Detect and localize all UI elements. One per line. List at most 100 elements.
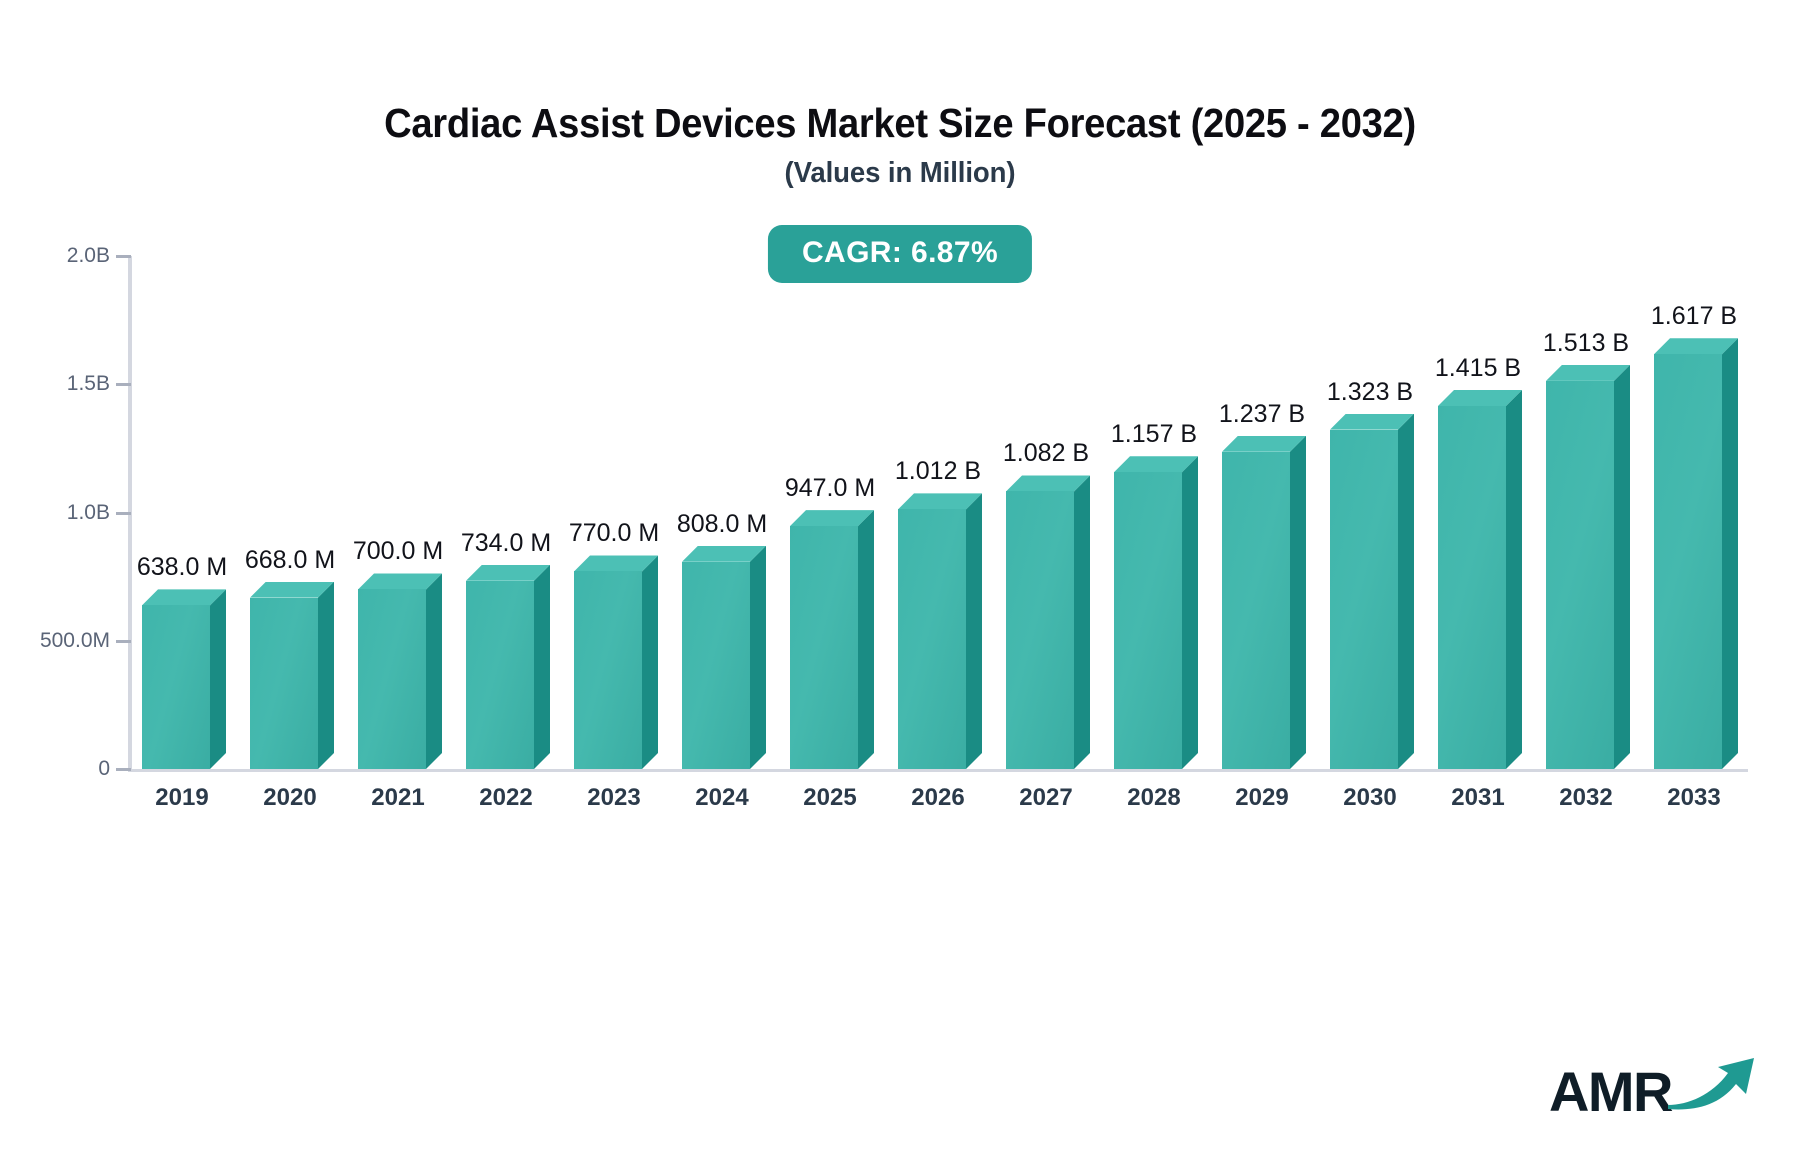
bar-front-face xyxy=(1330,429,1398,769)
x-axis-line xyxy=(128,769,1748,772)
bar-top-face xyxy=(250,582,334,598)
bar-front-face xyxy=(1114,472,1182,769)
x-tick-label: 2030 xyxy=(1343,784,1397,811)
bar-value-label: 1.012 B xyxy=(894,457,982,486)
x-tick-label: 2024 xyxy=(695,784,749,811)
bar-front-face xyxy=(1222,451,1290,769)
bar-front-face xyxy=(1006,491,1074,769)
bar-top-face xyxy=(682,546,766,562)
bar-value-label: 1.415 B xyxy=(1434,354,1522,383)
bar-side-face xyxy=(534,565,550,769)
bar-column xyxy=(1330,414,1414,769)
bar-front-face xyxy=(358,589,426,769)
y-tick-label: 1.0B xyxy=(66,500,110,524)
x-tick-label: 2022 xyxy=(479,784,533,811)
bar-side-face xyxy=(210,589,226,769)
bar-column xyxy=(1114,456,1198,769)
x-tick-label: 2033 xyxy=(1667,784,1721,811)
bar-column xyxy=(1006,475,1090,769)
bar-column xyxy=(682,546,766,769)
y-tick-dash xyxy=(116,768,131,771)
bar-value-label: 808.0 M xyxy=(676,509,768,538)
bar-top-face xyxy=(1654,338,1738,354)
x-tick-label: 2027 xyxy=(1019,784,1073,811)
x-tick-label: 2020 xyxy=(263,784,317,811)
bar-value-label: 1.617 B xyxy=(1650,302,1738,331)
bar-value-label: 770.0 M xyxy=(568,519,660,548)
bar-side-face xyxy=(1614,365,1630,769)
bar-front-face xyxy=(1654,354,1722,769)
cagr-badge: CAGR: 6.87% xyxy=(767,225,1033,283)
bar-top-face xyxy=(1114,456,1198,472)
bar-value-label: 734.0 M xyxy=(460,528,552,557)
x-tick-label: 2025 xyxy=(803,784,857,811)
bar-top-face xyxy=(1438,390,1522,406)
bar-front-face xyxy=(142,605,210,769)
bar-front-face xyxy=(682,561,750,769)
bar-side-face xyxy=(1182,456,1198,769)
bar-side-face xyxy=(1398,414,1414,769)
bar-side-face xyxy=(642,555,658,769)
y-tick-label: 1.5B xyxy=(66,372,110,396)
chart-subtitle: (Values in Million) xyxy=(784,157,1016,190)
bar-column xyxy=(142,589,226,769)
amr-logo-text: AMR xyxy=(1548,1060,1674,1123)
bar-top-face xyxy=(466,565,550,581)
bar-side-face xyxy=(1506,390,1522,769)
x-tick-label: 2028 xyxy=(1127,784,1181,811)
y-tick-dash xyxy=(116,511,131,515)
bar-value-label: 668.0 M xyxy=(244,545,336,574)
y-tick-label: 500.0M xyxy=(39,628,110,652)
bar-column xyxy=(574,555,658,769)
bar-top-face xyxy=(790,510,874,526)
bar-value-label: 1.157 B xyxy=(1110,420,1198,449)
x-tick-label: 2026 xyxy=(911,784,965,811)
bar-column xyxy=(1222,436,1306,769)
bar-side-face xyxy=(966,493,982,769)
bar-column xyxy=(358,573,442,769)
y-tick-dash xyxy=(116,639,131,643)
bar-column xyxy=(1438,390,1522,769)
bar-top-face xyxy=(1330,414,1414,430)
bar-side-face xyxy=(1722,338,1738,769)
bar-column xyxy=(466,565,550,769)
bar-top-face xyxy=(142,589,226,605)
bar-side-face xyxy=(1290,436,1306,769)
bar-column xyxy=(1654,338,1738,769)
page-title: Cardiac Assist Devices Market Size Forec… xyxy=(384,100,1416,146)
bar-value-label: 947.0 M xyxy=(784,474,876,503)
bar-top-face xyxy=(1546,365,1630,381)
x-tick-label: 2019 xyxy=(155,784,209,811)
x-tick-label: 2032 xyxy=(1559,784,1613,811)
bar-front-face xyxy=(1438,406,1506,769)
bar-side-face xyxy=(858,510,874,769)
y-tick-label: 2.0B xyxy=(66,244,110,267)
bar-value-label: 1.237 B xyxy=(1218,399,1306,428)
bar-side-face xyxy=(318,582,334,769)
bar-column xyxy=(250,582,334,769)
bar-column xyxy=(1546,365,1630,769)
bar-front-face xyxy=(1546,380,1614,769)
bar-value-label: 1.513 B xyxy=(1542,328,1630,357)
bar-top-face xyxy=(1006,475,1090,491)
bar-front-face xyxy=(574,571,642,769)
amr-logo: AMR xyxy=(1549,1055,1758,1120)
x-tick-label: 2023 xyxy=(587,784,641,811)
x-tick-label: 2029 xyxy=(1235,784,1289,811)
y-tick-dash xyxy=(116,383,131,387)
y-tick-label: 0 xyxy=(98,757,110,780)
bar-side-face xyxy=(750,546,766,769)
growth-arrow-icon xyxy=(1666,1055,1758,1116)
x-tick-label: 2021 xyxy=(371,784,425,811)
bar-top-face xyxy=(574,555,658,571)
bar-value-label: 1.082 B xyxy=(1002,439,1090,468)
chart-header: Cardiac Assist Devices Market Size Forec… xyxy=(0,100,1800,190)
y-tick-dash xyxy=(116,255,131,258)
bar-side-face xyxy=(426,573,442,769)
bar-value-label: 1.323 B xyxy=(1326,377,1414,406)
bar-side-face xyxy=(1074,475,1090,769)
bar-value-label: 700.0 M xyxy=(352,537,444,566)
bar-top-face xyxy=(358,573,442,589)
bar-column xyxy=(898,493,982,769)
